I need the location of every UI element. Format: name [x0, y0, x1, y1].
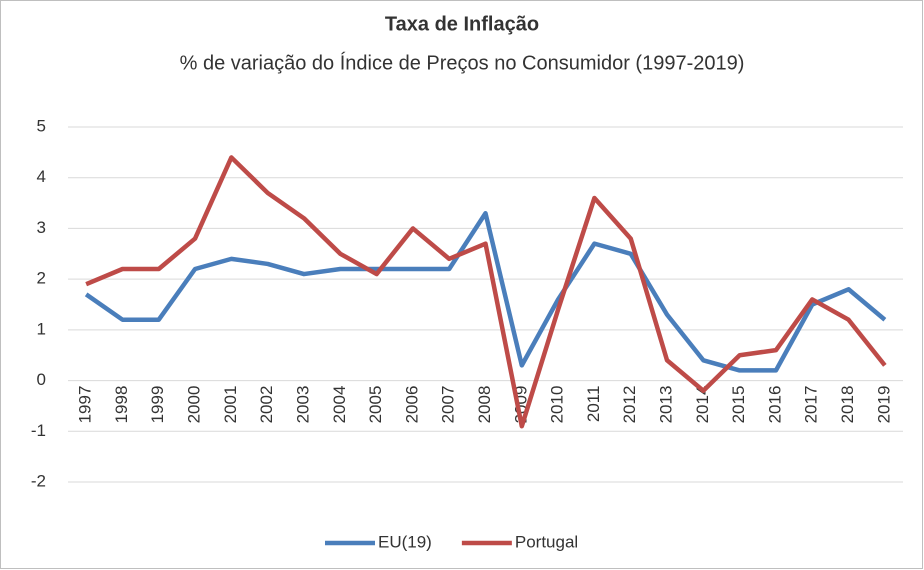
y-tick-label: 0: [37, 370, 46, 389]
x-tick-label: 2011: [584, 386, 603, 423]
x-tick-label: 2013: [657, 386, 676, 424]
x-tick-label: 2015: [729, 386, 748, 424]
x-tick-label: 2001: [221, 386, 240, 424]
x-tick-label: 2000: [185, 386, 204, 424]
y-tick-label: 1: [37, 319, 46, 338]
y-tick-label: -2: [31, 471, 46, 490]
y-tick-label: 3: [37, 218, 46, 237]
x-tick-label: 2003: [293, 386, 312, 424]
x-tick-label: 2014: [693, 386, 712, 424]
y-tick-label: 5: [37, 116, 46, 135]
x-tick-label: 2007: [439, 386, 458, 424]
x-tick-label: 2019: [874, 386, 893, 424]
x-tick-label: 2002: [257, 386, 276, 424]
x-tick-label: 1999: [148, 386, 167, 424]
legend-label: Portugal: [515, 532, 578, 551]
x-tick-label: 2017: [802, 386, 821, 424]
chart-title: Taxa de Inflação: [385, 13, 539, 35]
x-tick-label: 2012: [620, 386, 639, 424]
x-tick-label: 2016: [765, 386, 784, 424]
x-tick-label: 1998: [112, 386, 131, 424]
x-tick-label: 2006: [402, 386, 421, 424]
series-line: [85, 155, 887, 429]
y-tick-label: 2: [37, 269, 46, 288]
series-line: [84, 210, 887, 373]
y-tick-label: -1: [31, 421, 46, 440]
x-tick-label: 1997: [76, 386, 95, 424]
chart-subtitle: % de variação do Índice de Preços no Con…: [180, 51, 745, 74]
x-tick-label: 2004: [330, 386, 349, 424]
legend-label: EU(19): [378, 532, 432, 551]
x-tick-label: 2005: [366, 386, 385, 424]
x-tick-label: 2008: [475, 386, 494, 424]
x-tick-label: 2018: [838, 386, 857, 424]
y-tick-label: 4: [37, 167, 46, 186]
x-tick-label: 2010: [548, 386, 567, 424]
